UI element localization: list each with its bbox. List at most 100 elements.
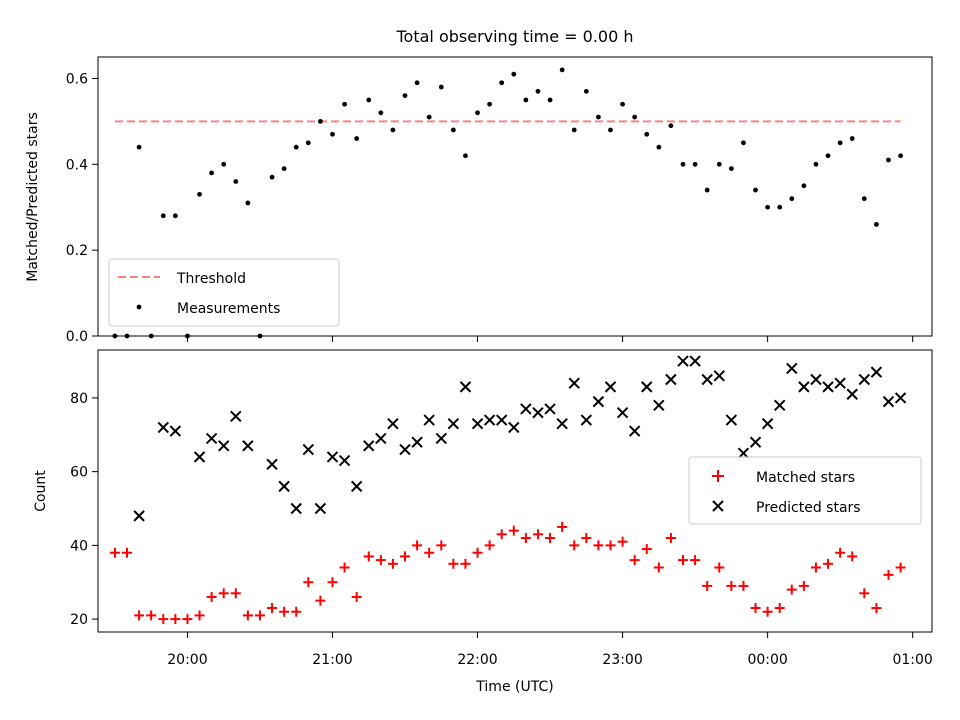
predicted-star-point	[157, 421, 169, 434]
matched-star-point	[460, 558, 471, 569]
matched-star-point	[267, 603, 278, 614]
measurement-point	[668, 123, 674, 129]
matched-star-point	[424, 547, 435, 558]
bottom-y-tick-label: 40	[70, 538, 88, 554]
legend-predicted-swatch	[712, 500, 724, 512]
matched-star-point	[859, 588, 870, 599]
predicted-star-point	[556, 418, 568, 430]
measurement-point	[136, 144, 142, 150]
matched-star-point	[810, 562, 821, 573]
measurement-point	[620, 101, 625, 107]
x-tick-label: 20:00	[167, 652, 207, 668]
measurement-point	[378, 110, 384, 116]
predicted-star-point	[290, 502, 302, 515]
measurement-point	[535, 88, 541, 94]
matched-star-point	[146, 610, 157, 621]
measurement-point	[305, 140, 311, 146]
predicted-star-point	[520, 403, 532, 415]
predicted-star-point	[193, 451, 206, 463]
measurement-point	[861, 196, 867, 202]
legend-predicted-label: Predicted stars	[756, 500, 861, 516]
predicted-star-point	[616, 406, 629, 419]
matched-star-point	[665, 533, 676, 543]
matched-star-point	[291, 606, 302, 617]
measurement-point	[837, 140, 843, 146]
measurement-point	[813, 161, 819, 167]
predicted-star-point	[399, 443, 411, 456]
matched-star-point	[484, 540, 495, 551]
predicted-star-point	[628, 425, 641, 437]
matched-star-point	[774, 603, 785, 614]
top-plot-frame	[97, 56, 933, 337]
matched-star-point	[254, 610, 265, 621]
matched-star-point	[617, 536, 628, 547]
legend-measurements-swatch	[136, 304, 142, 310]
legend-matched-swatch	[712, 470, 724, 482]
top-legend-box	[108, 258, 340, 327]
matched-star-point	[835, 547, 846, 558]
matched-star-point	[279, 606, 290, 617]
chart-title: Total observing time = 0.00 h	[395, 27, 633, 46]
predicted-star-point	[749, 436, 762, 448]
measurement-point	[221, 161, 227, 167]
predicted-star-point	[314, 502, 327, 515]
measurement-point	[426, 114, 432, 120]
x-axis-label: Time (UTC)	[475, 679, 553, 695]
matched-star-point	[400, 551, 411, 562]
measurement-point	[233, 179, 239, 184]
matched-star-point	[738, 580, 749, 591]
predicted-star-point	[483, 414, 496, 426]
predicted-star-point	[133, 510, 145, 522]
measurement-point	[293, 144, 299, 150]
measurement-point	[777, 204, 783, 210]
measurement-point	[342, 101, 347, 107]
predicted-star-point	[773, 399, 786, 412]
measurement-point	[463, 153, 468, 159]
measurement-point	[656, 144, 662, 150]
measurement-point	[728, 166, 734, 172]
predicted-star-point	[326, 451, 339, 463]
matched-star-point	[545, 533, 556, 543]
predicted-star-point	[604, 381, 617, 393]
predicted-star-point	[266, 458, 278, 470]
predicted-star-point	[471, 418, 484, 430]
matched-star-point	[218, 588, 229, 599]
measurement-point	[160, 213, 166, 219]
measurement-point	[523, 97, 529, 103]
top-legend: Threshold Measurements	[108, 258, 340, 327]
matched-star-point	[472, 547, 483, 558]
measurement-point	[765, 204, 771, 210]
measurement-point	[886, 157, 891, 163]
matched-star-point	[230, 588, 241, 599]
predicted-star-point	[544, 403, 556, 415]
predicted-star-point	[677, 355, 689, 367]
predicted-star-point	[592, 395, 605, 408]
measurement-point	[354, 136, 360, 141]
measurement-point	[825, 153, 831, 159]
bottom-y-tick-label: 80	[70, 391, 88, 407]
measurement-point	[414, 80, 420, 86]
measurement-point	[450, 127, 456, 133]
measurement-point	[849, 136, 855, 141]
predicted-star-point	[761, 418, 774, 430]
predicted-star-point	[882, 395, 895, 408]
matched-star-point	[109, 547, 120, 558]
matched-star-point	[508, 525, 519, 536]
bottom-plot-marks	[109, 355, 907, 625]
bottom-legend-box	[688, 456, 922, 525]
measurement-point	[716, 161, 722, 167]
predicted-star-point	[447, 418, 460, 430]
matched-star-point	[315, 595, 326, 606]
matched-star-point	[581, 533, 592, 543]
predicted-star-point	[302, 443, 315, 456]
predicted-star-point	[653, 399, 665, 412]
matched-star-point	[726, 580, 737, 591]
matched-star-point	[375, 555, 386, 566]
matched-star-point	[448, 558, 459, 569]
predicted-star-point	[689, 355, 701, 367]
matched-star-point	[798, 580, 809, 591]
predicted-star-point	[508, 421, 520, 434]
predicted-star-point	[665, 373, 677, 386]
matched-star-point	[170, 614, 181, 625]
